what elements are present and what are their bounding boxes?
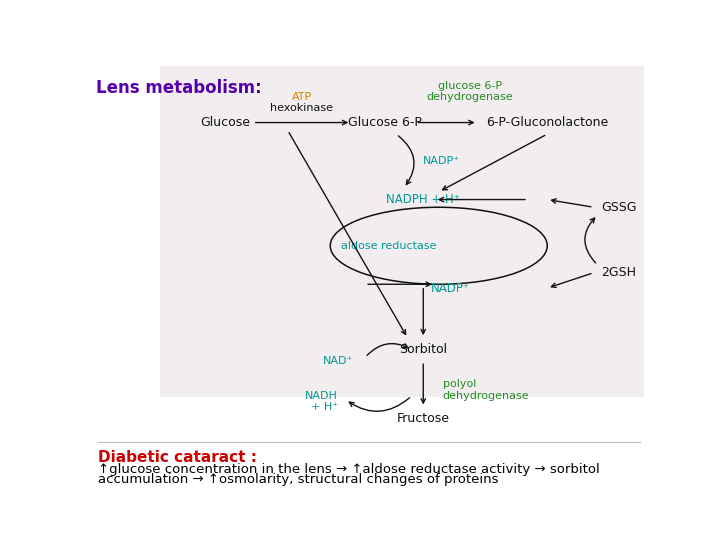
Text: dehydrogenase: dehydrogenase [426,92,513,102]
Text: ↑glucose concentration in the lens → ↑aldose reductase activity → sorbitol: ↑glucose concentration in the lens → ↑al… [98,463,600,476]
Text: GSSG: GSSG [601,201,637,214]
Text: Lens metabolism:: Lens metabolism: [96,79,262,97]
Text: accumulation → ↑osmolarity, structural changes of proteins: accumulation → ↑osmolarity, structural c… [98,473,498,486]
Text: NADP⁺: NADP⁺ [423,156,460,166]
Text: Diabetic cataract :: Diabetic cataract : [98,450,257,465]
Text: NAD⁺: NAD⁺ [323,356,354,366]
Text: NADP⁺: NADP⁺ [431,281,470,295]
Text: glucose 6-P: glucose 6-P [438,82,502,91]
Text: 2GSH: 2GSH [601,266,636,279]
Text: Sorbitol: Sorbitol [399,343,447,356]
FancyBboxPatch shape [160,66,644,397]
Text: NADPH + H⁺: NADPH + H⁺ [387,193,460,206]
Text: dehydrogenase: dehydrogenase [443,391,529,401]
Text: NADH: NADH [305,391,338,401]
Text: + H⁺: + H⁺ [311,402,338,413]
Text: 6-P-Gluconolactone: 6-P-Gluconolactone [486,116,608,129]
Text: hexokinase: hexokinase [270,103,333,113]
Text: Fructose: Fructose [397,413,450,426]
Text: polyol: polyol [443,379,476,389]
Text: aldose reductase: aldose reductase [341,241,436,251]
Text: Glucose 6-P: Glucose 6-P [348,116,421,129]
Text: ATP: ATP [292,92,312,102]
Text: Glucose: Glucose [201,116,251,129]
